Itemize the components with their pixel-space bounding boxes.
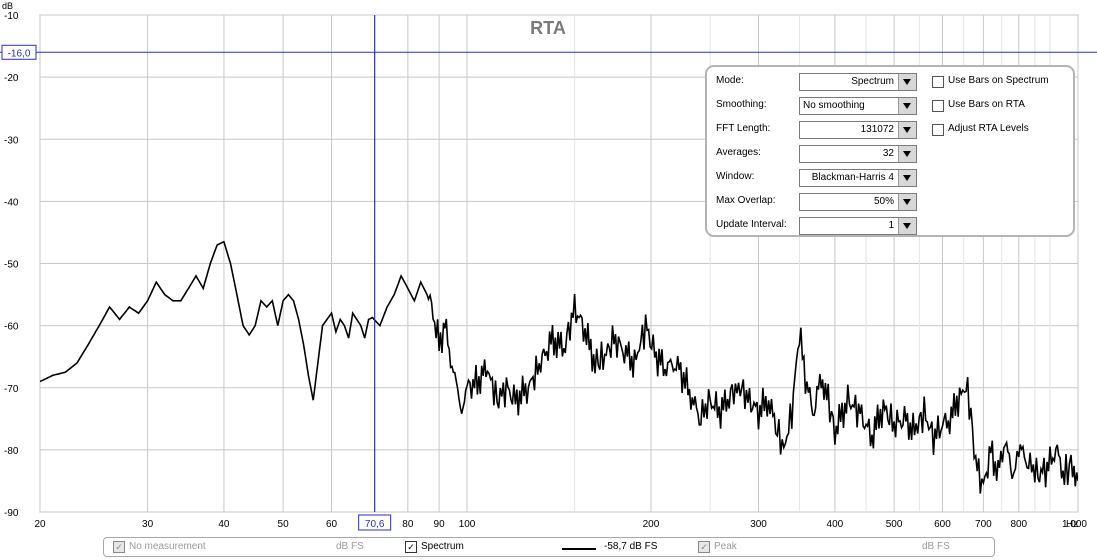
averages-value: 32 xyxy=(882,148,894,159)
spectrum-line xyxy=(40,240,1078,494)
smoothing-value: No smoothing xyxy=(803,100,865,111)
cursor-freq-box xyxy=(358,514,392,531)
chevron-down-icon[interactable] xyxy=(898,146,916,162)
legend-bar: ✓ No measurement dB FS ✓ Spectrum -58,7 … xyxy=(103,537,995,557)
adjust-rta-levels-option[interactable]: Adjust RTA Levels xyxy=(932,122,1077,138)
x-tick-label: 60 xyxy=(326,519,338,530)
y-tick-label: -50 xyxy=(4,260,19,271)
no-measurement-value: dB FS xyxy=(336,541,364,552)
cursor[interactable]: -16,0 70,6 xyxy=(0,15,1097,531)
fft-length-value: 131072 xyxy=(860,124,894,135)
bars-on-spectrum-option[interactable]: Use Bars on Spectrum xyxy=(932,74,1077,90)
cursor-level-box xyxy=(1,44,37,60)
bars-on-rta-option[interactable]: Use Bars on RTA xyxy=(932,98,1077,114)
update-interval-row: Update Interval: 1 xyxy=(713,215,917,237)
fft-length-select[interactable]: 131072 xyxy=(799,121,917,139)
smoothing-select[interactable]: No smoothing xyxy=(799,97,917,115)
cursor-level-readout: -16,0 xyxy=(8,48,31,59)
y-tick-label: -80 xyxy=(4,446,19,457)
mode-row: Mode: Spectrum xyxy=(713,71,917,93)
smoothing-row: Smoothing: No smoothing xyxy=(713,95,917,117)
y-unit-label: dB xyxy=(2,1,13,11)
x-tick-label: 100 xyxy=(459,519,476,530)
max-overlap-select[interactable]: 50% xyxy=(799,193,917,211)
adjust-rta-levels-checkbox[interactable] xyxy=(932,124,944,136)
axis-labels: -10 -20 -30 -40 -50 -60 -70 -80 -90 20 30 40 50 60 80 9… xyxy=(4,11,1087,530)
bars-on-spectrum-label: Use Bars on Spectrum xyxy=(948,75,1049,86)
chevron-down-icon[interactable] xyxy=(898,170,916,186)
chevron-down-icon[interactable] xyxy=(898,98,916,114)
max-overlap-value: 50% xyxy=(873,196,894,207)
spectrum-label: Spectrum xyxy=(421,541,464,552)
update-interval-select[interactable]: 1 xyxy=(799,217,917,235)
x-tick-label: 80 xyxy=(402,519,414,530)
x-tick-label: 500 xyxy=(886,519,903,530)
update-interval-value: 1 xyxy=(888,220,894,231)
x-tick-label: 700 xyxy=(975,519,992,530)
x-tick-label: 300 xyxy=(750,519,767,530)
y-tick-label: -70 xyxy=(4,384,19,395)
no-measurement-checkbox[interactable]: ✓ xyxy=(113,541,125,553)
x-tick-label: 40 xyxy=(218,519,230,530)
y-tick-label: -30 xyxy=(4,135,19,146)
adjust-rta-levels-label: Adjust RTA Levels xyxy=(948,123,1029,134)
averages-select[interactable]: 32 xyxy=(799,145,917,163)
fft-length-label: FFT Length: xyxy=(716,123,771,134)
x-tick-label: 1.000 xyxy=(1062,519,1087,530)
chart-title: RTA xyxy=(530,18,566,38)
chevron-down-icon[interactable] xyxy=(898,194,916,210)
x-tick-label: 200 xyxy=(643,519,660,530)
x-tick-label: 800 xyxy=(1010,519,1027,530)
chevron-down-icon[interactable] xyxy=(898,218,916,234)
bars-on-spectrum-checkbox[interactable] xyxy=(932,76,944,88)
x-tick-label: 50 xyxy=(278,519,290,530)
peak-value: dB FS xyxy=(922,541,950,552)
max-overlap-row: Max Overlap: 50% xyxy=(713,191,917,213)
x-unit-label: Hz xyxy=(1066,519,1078,530)
peak-label: Peak xyxy=(714,541,737,552)
chevron-down-icon[interactable] xyxy=(898,122,916,138)
window-label: Window: xyxy=(716,171,755,182)
x-tick-label: 90 xyxy=(434,519,446,530)
spectrum-value: -58,7 dB FS xyxy=(604,541,658,552)
mode-select[interactable]: Spectrum xyxy=(799,73,917,91)
x-tick-label: 600 xyxy=(934,519,951,530)
y-tick-label: -60 xyxy=(4,322,19,333)
bars-on-rta-checkbox[interactable] xyxy=(932,100,944,112)
y-tick-label: -90 xyxy=(4,508,19,519)
y-tick-label: -10 xyxy=(4,11,19,22)
averages-row: Averages: 32 xyxy=(713,143,917,165)
window-row: Window: Blackman-Harris 4 xyxy=(713,167,917,189)
x-tick-label: 20 xyxy=(34,519,46,530)
x-tick-label: 30 xyxy=(142,519,154,530)
x-tick-label: 400 xyxy=(827,519,844,530)
max-overlap-label: Max Overlap: xyxy=(716,195,776,206)
rta-controls-panel: Mode: Spectrum Smoothing: No smoothing F… xyxy=(705,65,1075,237)
averages-label: Averages: xyxy=(716,147,761,158)
cursor-freq-readout: 70,6 xyxy=(365,519,385,530)
trace xyxy=(40,240,1078,494)
spectrum-line-swatch xyxy=(562,548,596,550)
fft-length-row: FFT Length: 131072 xyxy=(713,119,917,141)
y-tick-label: -20 xyxy=(4,73,19,84)
spectrum-checkbox[interactable]: ✓ xyxy=(405,541,417,553)
mode-label: Mode: xyxy=(716,75,744,86)
bars-on-rta-label: Use Bars on RTA xyxy=(948,99,1025,110)
update-interval-label: Update Interval: xyxy=(716,219,787,230)
chevron-down-icon[interactable] xyxy=(898,74,916,90)
no-measurement-label: No measurement xyxy=(129,541,206,552)
y-tick-label: -40 xyxy=(4,197,19,208)
mode-value: Spectrum xyxy=(851,76,894,87)
window-select[interactable]: Blackman-Harris 4 xyxy=(799,169,917,187)
smoothing-label: Smoothing: xyxy=(716,99,767,110)
peak-checkbox[interactable]: ✓ xyxy=(698,541,710,553)
window-value: Blackman-Harris 4 xyxy=(811,172,894,183)
